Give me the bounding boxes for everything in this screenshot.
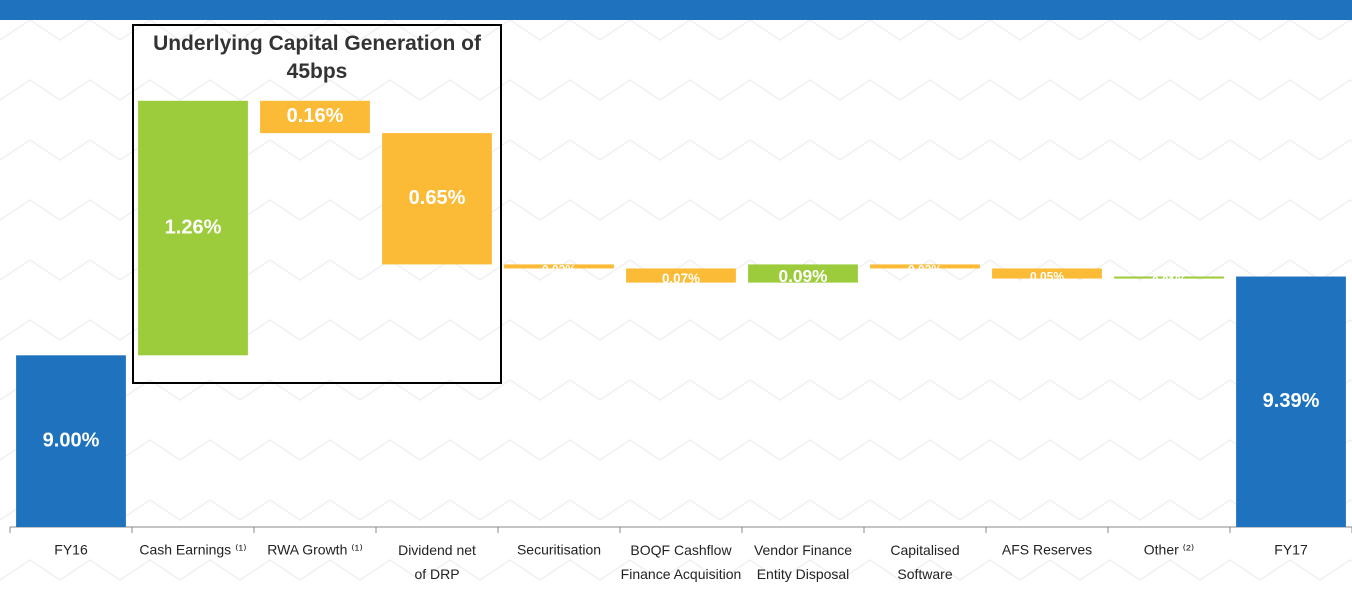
bar <box>1236 276 1346 527</box>
value-label: 0.09% <box>779 266 828 286</box>
x-tick-label: AFS Reserves <box>1002 542 1092 558</box>
bar <box>870 264 980 269</box>
value-label: 9.00% <box>43 429 100 451</box>
x-tick-label: Dividend net of DRP <box>398 542 476 582</box>
x-tick-label: Cash Earnings ⁽¹⁾ <box>139 542 246 558</box>
bar <box>626 268 736 283</box>
value-label: 0.02% <box>542 263 576 277</box>
x-tick-label: FY17 <box>1274 542 1308 558</box>
bar <box>16 355 126 527</box>
x-tick-label: RWA Growth ⁽¹⁾ <box>267 542 363 558</box>
top-band <box>0 0 1352 20</box>
annotation-box <box>132 24 502 384</box>
bar <box>992 268 1102 279</box>
x-tick-label: Other ⁽²⁾ <box>1144 542 1194 558</box>
bar <box>1114 276 1224 279</box>
value-label: 0.16% <box>287 105 344 127</box>
value-label: 0.05% <box>1030 270 1064 284</box>
value-label: 0.01% <box>1152 274 1186 288</box>
annotation: Underlying Capital Generation of 45bps <box>153 32 481 83</box>
x-tick-label: Securitisation <box>517 542 601 558</box>
bar <box>504 264 614 269</box>
x-tick-label: BOQF Cashflow Finance Acquisition <box>621 542 742 582</box>
x-tick-label: Vendor Finance Entity Disposal <box>754 542 852 582</box>
value-label: 1.26% <box>165 216 222 238</box>
value-label: 0.65% <box>409 187 466 209</box>
value-label: 0.07% <box>662 271 700 286</box>
value-label: 0.02% <box>908 263 942 277</box>
x-tick-label: FY16 <box>54 542 88 558</box>
bar <box>138 100 248 356</box>
bar <box>748 264 858 283</box>
bar <box>382 133 492 265</box>
x-tick-label: Capitalised Software <box>890 542 959 582</box>
value-label: 9.39% <box>1263 390 1320 412</box>
bar <box>260 100 370 134</box>
